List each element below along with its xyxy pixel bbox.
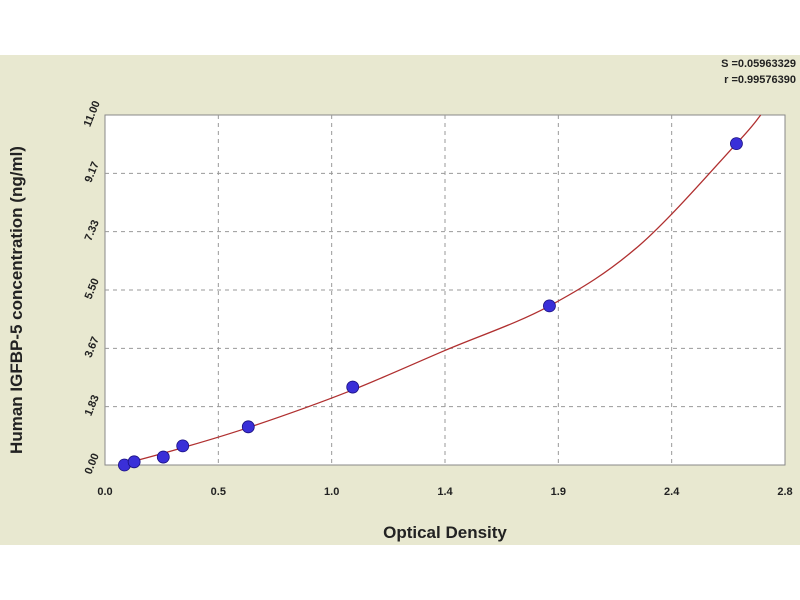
grid-lines <box>105 115 785 465</box>
data-point <box>241 420 255 434</box>
data-points <box>118 137 743 472</box>
y-tick-label: 11.00 <box>82 99 103 128</box>
x-tick-labels: 0.0 0.5 1.0 1.4 1.9 2.4 2.8 <box>97 486 792 498</box>
stat-s-label: S =0.05963329 <box>721 58 796 70</box>
y-tick-label: 1.83 <box>83 393 102 417</box>
data-point <box>730 137 743 151</box>
x-tick-label: 2.8 <box>777 486 792 498</box>
y-tick-label: 9.17 <box>83 160 102 184</box>
chart-svg: S =0.05963329 r =0.99576390 0.0 0.5 1.0 1.4… <box>7 58 796 542</box>
y-tick-label: 0.00 <box>83 452 102 476</box>
y-tick-labels: 0.00 1.83 3.67 5.50 7.33 9.17 11.00 <box>82 99 103 476</box>
x-tick-label: 1.9 <box>551 486 566 498</box>
x-axis-title: Optical Density <box>383 523 507 542</box>
fit-statistics: S =0.05963329 r =0.99576390 <box>721 58 796 86</box>
data-point <box>156 450 170 464</box>
y-axis-title: Human IGFBP-5 concentration (ng/ml) <box>7 146 26 454</box>
data-point <box>346 380 360 394</box>
stat-r-label: r =0.99576390 <box>724 74 796 86</box>
data-point <box>543 299 556 313</box>
chart-figure: S =0.05963329 r =0.99576390 0.0 0.5 1.0 1.4… <box>0 55 800 545</box>
fit-curve <box>119 114 762 466</box>
y-tick-label: 3.67 <box>83 335 102 359</box>
y-tick-label: 7.33 <box>83 218 102 242</box>
data-point <box>127 455 141 469</box>
x-tick-label: 0.5 <box>211 486 226 498</box>
x-tick-label: 1.0 <box>324 486 339 498</box>
x-tick-label: 2.4 <box>664 486 680 498</box>
x-tick-label: 1.4 <box>437 486 453 498</box>
data-point <box>176 439 190 453</box>
x-tick-label: 0.0 <box>97 486 112 498</box>
y-tick-label: 5.50 <box>83 277 102 301</box>
